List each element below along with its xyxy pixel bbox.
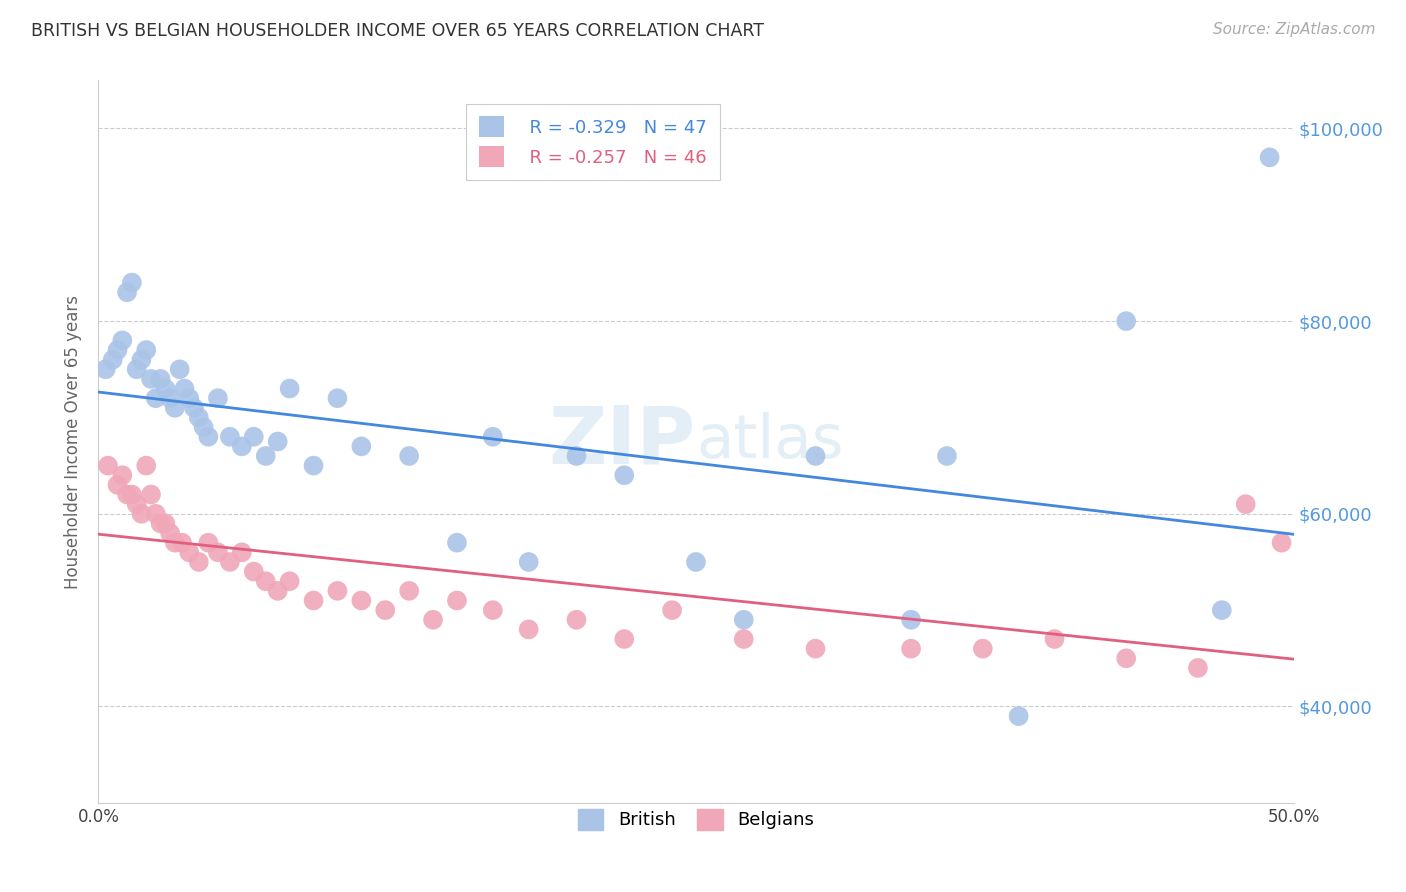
Point: [183, 401, 205, 415]
Point: [101, 352, 124, 367]
Point: [613, 468, 636, 483]
Point: [111, 468, 134, 483]
Point: [115, 487, 138, 501]
Point: [145, 391, 167, 405]
Point: [661, 603, 683, 617]
Point: [125, 497, 148, 511]
Point: [900, 641, 922, 656]
Point: [243, 430, 266, 444]
Point: [155, 382, 177, 396]
Text: Source: ZipAtlas.com: Source: ZipAtlas.com: [1212, 22, 1375, 37]
Point: [613, 632, 636, 646]
Point: [121, 276, 143, 290]
Point: [936, 449, 959, 463]
Text: atlas: atlas: [696, 412, 844, 471]
Point: [1115, 651, 1137, 665]
Point: [197, 430, 219, 444]
Point: [326, 391, 349, 405]
Point: [733, 632, 755, 646]
Point: [398, 449, 420, 463]
Point: [207, 391, 229, 405]
Point: [900, 613, 922, 627]
Point: [446, 535, 468, 549]
Point: [107, 478, 129, 492]
Point: [565, 613, 588, 627]
Point: [374, 603, 396, 617]
Point: [219, 430, 242, 444]
Point: [135, 343, 157, 357]
Point: [517, 555, 540, 569]
Point: [243, 565, 266, 579]
Point: [1115, 314, 1137, 328]
Legend: British, Belgians: British, Belgians: [571, 802, 821, 837]
Point: [115, 285, 138, 300]
Point: [149, 372, 172, 386]
Text: ZIP: ZIP: [548, 402, 696, 481]
Point: [197, 535, 219, 549]
Point: [94, 362, 117, 376]
Point: [733, 613, 755, 627]
Point: [254, 449, 277, 463]
Point: [481, 603, 505, 617]
Point: [131, 352, 153, 367]
Point: [267, 434, 290, 449]
Point: [179, 391, 201, 405]
Point: [1043, 632, 1066, 646]
Point: [1258, 150, 1281, 164]
Point: [145, 507, 167, 521]
Point: [302, 593, 325, 607]
Point: [149, 516, 172, 531]
Point: [398, 583, 420, 598]
Point: [565, 449, 588, 463]
Point: [159, 526, 181, 541]
Point: [163, 401, 186, 415]
Point: [278, 382, 301, 396]
Point: [326, 583, 349, 598]
Point: [187, 410, 209, 425]
Point: [1008, 709, 1031, 723]
Point: [169, 362, 191, 376]
Point: [107, 343, 129, 357]
Point: [302, 458, 325, 473]
Point: [446, 593, 468, 607]
Point: [207, 545, 229, 559]
Point: [804, 449, 827, 463]
Point: [163, 535, 186, 549]
Y-axis label: Householder Income Over 65 years: Householder Income Over 65 years: [65, 294, 83, 589]
Point: [139, 372, 162, 386]
Point: [111, 334, 134, 348]
Point: [685, 555, 707, 569]
Point: [135, 458, 157, 473]
Point: [972, 641, 994, 656]
Point: [131, 507, 153, 521]
Point: [187, 555, 209, 569]
Point: [219, 555, 242, 569]
Point: [481, 430, 505, 444]
Point: [517, 623, 540, 637]
Point: [350, 593, 373, 607]
Point: [139, 487, 162, 501]
Point: [193, 420, 215, 434]
Point: [350, 439, 373, 453]
Point: [278, 574, 301, 589]
Point: [121, 487, 143, 501]
Point: [172, 535, 194, 549]
Text: BRITISH VS BELGIAN HOUSEHOLDER INCOME OVER 65 YEARS CORRELATION CHART: BRITISH VS BELGIAN HOUSEHOLDER INCOME OV…: [31, 22, 763, 40]
Point: [1271, 535, 1294, 549]
Point: [173, 382, 195, 396]
Point: [1211, 603, 1233, 617]
Point: [155, 516, 177, 531]
Point: [231, 439, 253, 453]
Point: [179, 545, 201, 559]
Point: [804, 641, 827, 656]
Point: [1187, 661, 1209, 675]
Point: [254, 574, 277, 589]
Point: [231, 545, 253, 559]
Point: [125, 362, 148, 376]
Point: [159, 391, 181, 405]
Point: [97, 458, 120, 473]
Point: [1234, 497, 1257, 511]
Point: [422, 613, 444, 627]
Point: [267, 583, 290, 598]
